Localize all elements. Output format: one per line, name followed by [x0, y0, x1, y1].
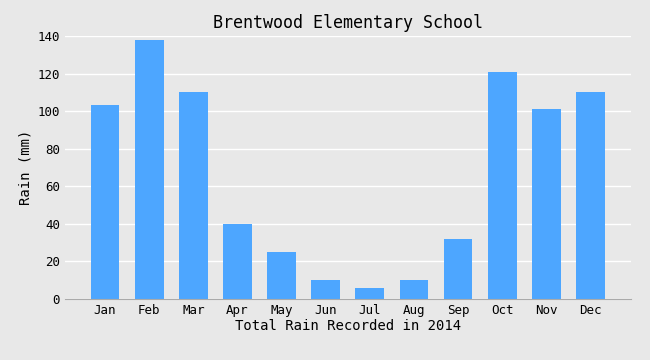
- Bar: [135, 40, 164, 299]
- Bar: [488, 72, 517, 299]
- Bar: [576, 92, 604, 299]
- Bar: [223, 224, 252, 299]
- X-axis label: Total Rain Recorded in 2014: Total Rain Recorded in 2014: [235, 319, 461, 333]
- Bar: [311, 280, 340, 299]
- Bar: [179, 92, 207, 299]
- Bar: [532, 109, 561, 299]
- Bar: [444, 239, 473, 299]
- Bar: [267, 252, 296, 299]
- Bar: [400, 280, 428, 299]
- Bar: [91, 105, 120, 299]
- Bar: [356, 288, 384, 299]
- Y-axis label: Rain (mm): Rain (mm): [18, 130, 32, 205]
- Title: Brentwood Elementary School: Brentwood Elementary School: [213, 14, 483, 32]
